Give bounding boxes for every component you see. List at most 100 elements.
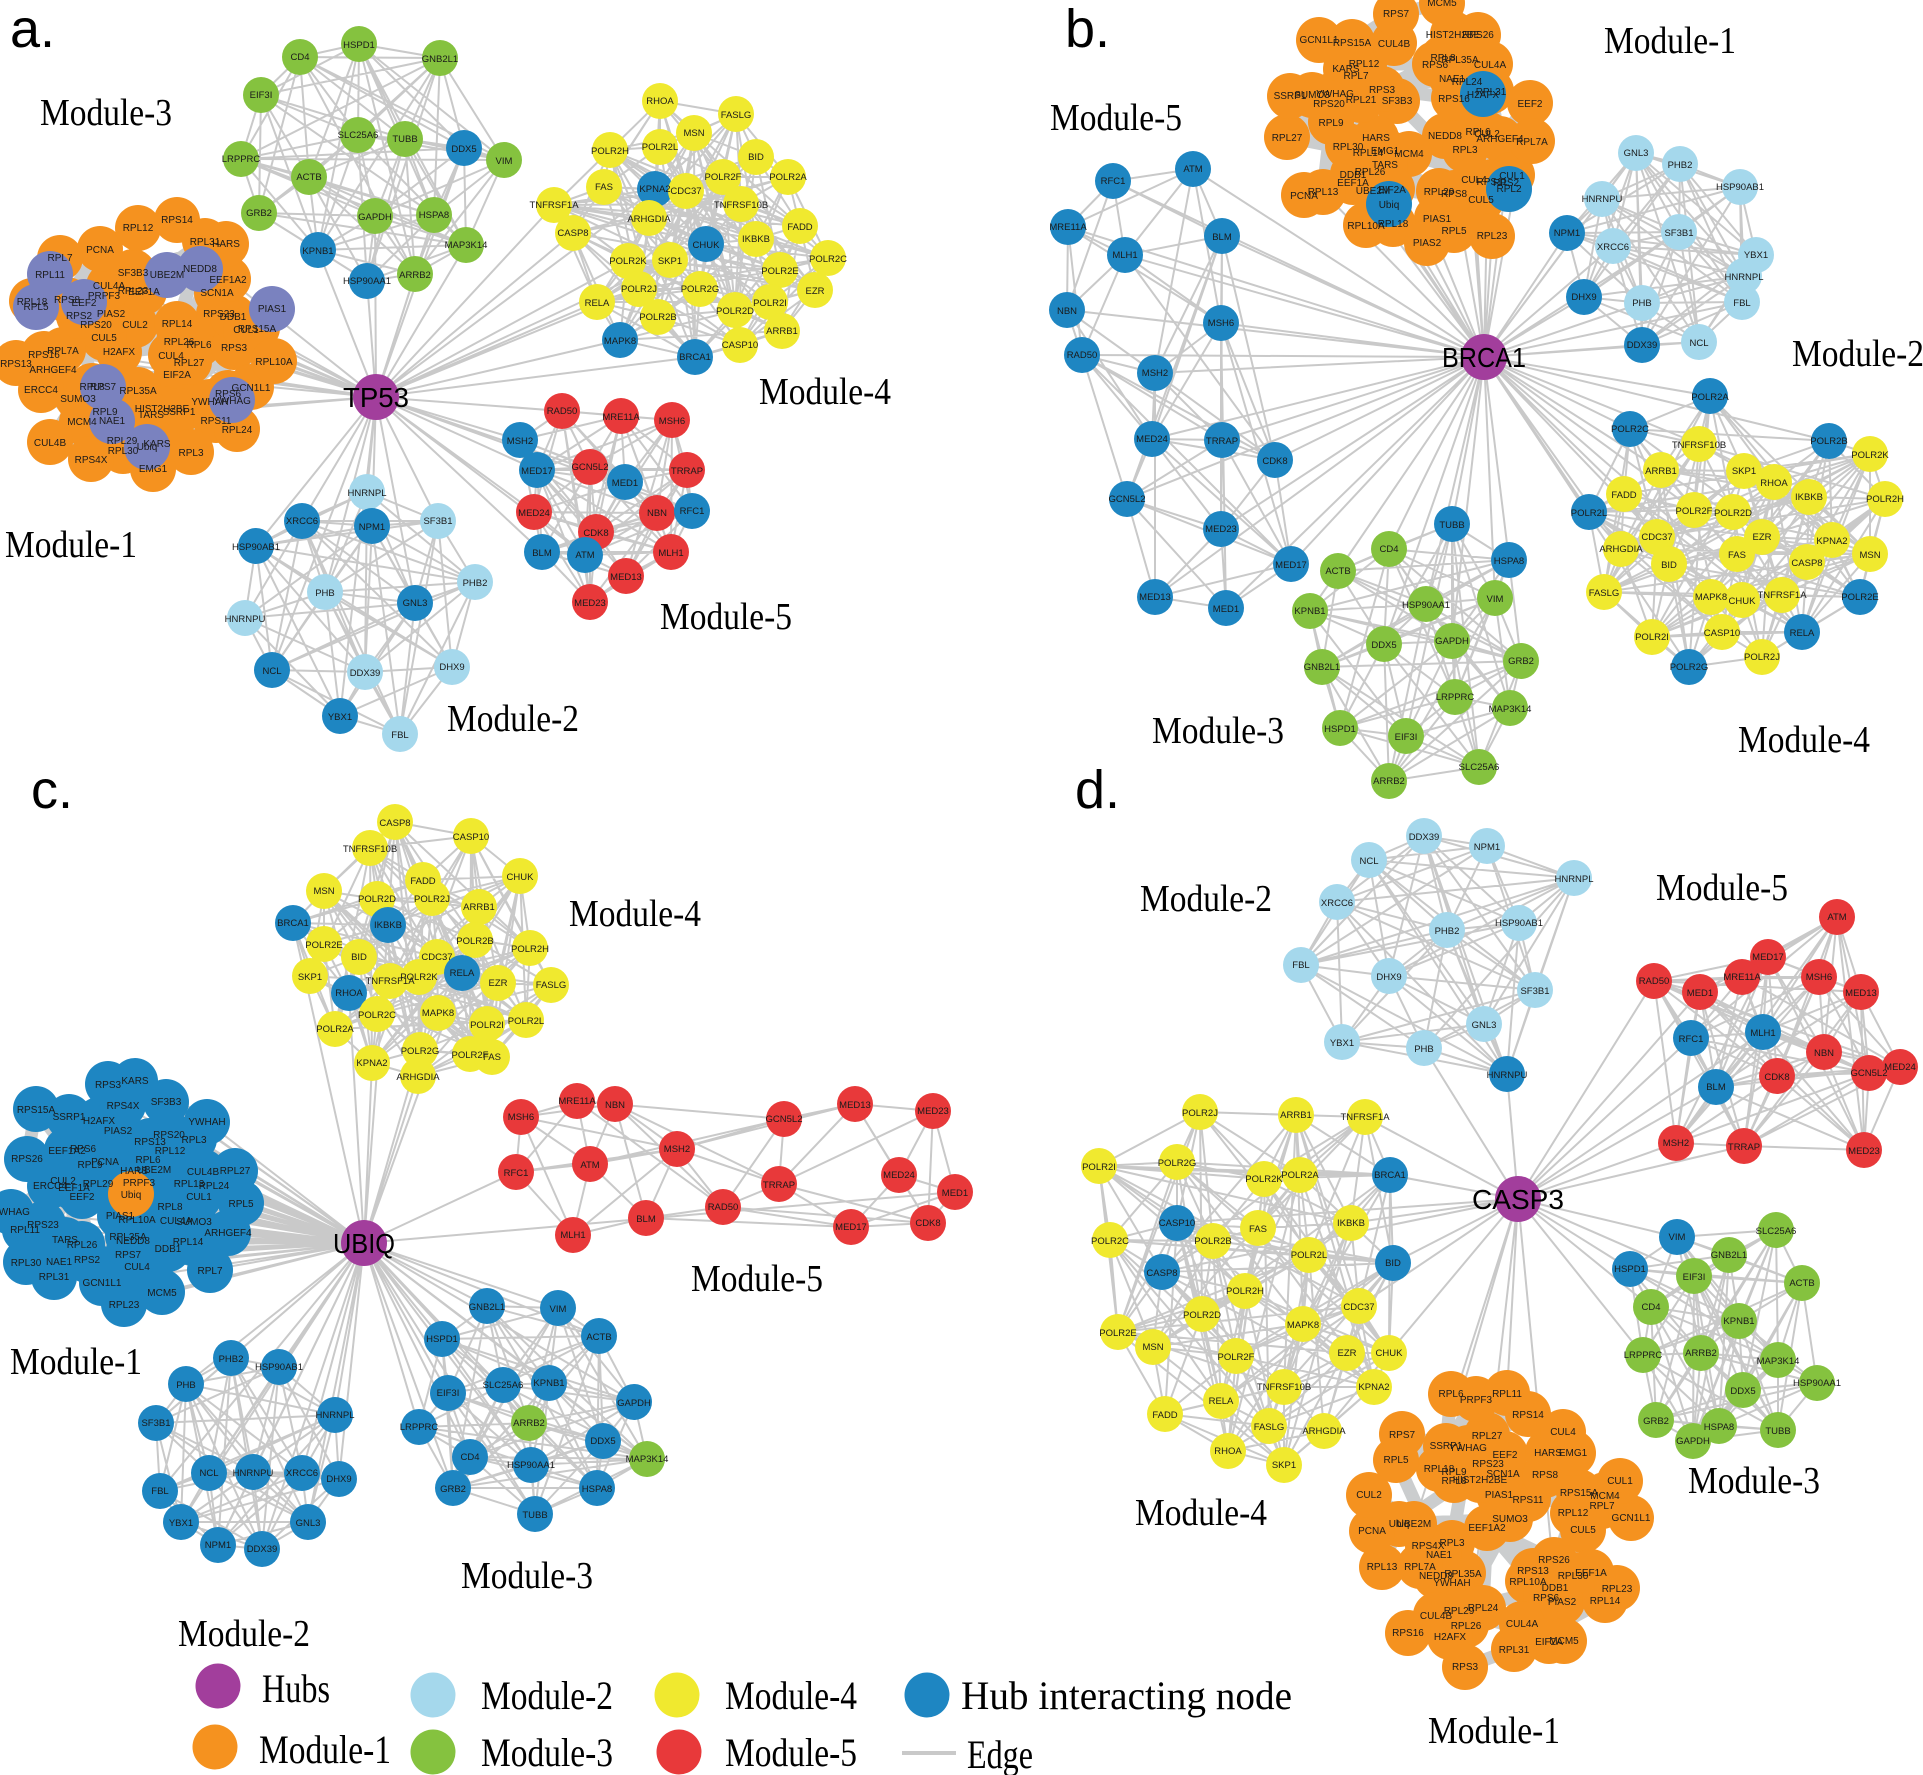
- svg-text:POLR2I: POLR2I: [1082, 1162, 1116, 1173]
- svg-text:POLR2C: POLR2C: [1091, 1236, 1129, 1247]
- svg-text:Hubs: Hubs: [262, 1666, 330, 1711]
- svg-text:MED24: MED24: [1884, 1062, 1916, 1073]
- svg-text:POLR2B: POLR2B: [1194, 1236, 1232, 1247]
- svg-text:KPNA2: KPNA2: [1358, 1382, 1389, 1393]
- svg-text:YBX1: YBX1: [169, 1518, 193, 1529]
- svg-text:POLR2G: POLR2G: [401, 1046, 440, 1057]
- svg-text:RPL6: RPL6: [1465, 127, 1490, 138]
- svg-text:RPL24: RPL24: [1452, 77, 1483, 88]
- svg-text:SSRP1: SSRP1: [163, 407, 196, 418]
- svg-text:RPS3: RPS3: [95, 1080, 122, 1091]
- svg-text:GAPDH: GAPDH: [1435, 636, 1469, 647]
- svg-text:PIAS2: PIAS2: [1413, 238, 1442, 249]
- svg-text:Ubiq: Ubiq: [137, 442, 158, 453]
- svg-text:PCNA: PCNA: [91, 1157, 119, 1168]
- svg-text:CUL5: CUL5: [91, 333, 117, 344]
- svg-text:BRCA1: BRCA1: [679, 352, 711, 363]
- svg-text:TARS: TARS: [52, 1235, 78, 1246]
- svg-text:HSP90AB1: HSP90AB1: [1716, 182, 1764, 193]
- svg-text:BRCA1: BRCA1: [277, 918, 309, 929]
- svg-text:SCN1A: SCN1A: [1486, 1469, 1520, 1480]
- svg-text:RPL7: RPL7: [1589, 1501, 1614, 1512]
- svg-text:RAD50: RAD50: [708, 1202, 739, 1213]
- svg-text:SUMO3: SUMO3: [1294, 90, 1330, 101]
- svg-text:PHB2: PHB2: [1435, 926, 1460, 937]
- svg-text:MED13: MED13: [1139, 592, 1171, 603]
- svg-text:RPS2: RPS2: [74, 1255, 101, 1266]
- svg-text:CUL4A: CUL4A: [1474, 60, 1507, 71]
- svg-text:POLR2J: POLR2J: [1182, 1108, 1218, 1119]
- svg-text:RPS15A: RPS15A: [1333, 38, 1372, 49]
- svg-text:Module-1: Module-1: [1428, 1710, 1560, 1752]
- svg-text:RPL12: RPL12: [1349, 59, 1380, 70]
- svg-text:PIAS1: PIAS1: [1485, 1490, 1514, 1501]
- svg-text:MLH1: MLH1: [658, 548, 683, 559]
- svg-text:HNRNPL: HNRNPL: [347, 488, 386, 499]
- svg-text:EMG1: EMG1: [139, 464, 168, 475]
- svg-text:NPM1: NPM1: [1474, 842, 1500, 853]
- svg-text:RHOA: RHOA: [1760, 478, 1788, 489]
- svg-text:NEDD8: NEDD8: [1428, 131, 1462, 142]
- svg-text:RPL18: RPL18: [1378, 219, 1409, 230]
- svg-text:RPL26: RPL26: [1451, 1621, 1482, 1632]
- svg-text:RPS15A: RPS15A: [238, 324, 277, 335]
- svg-text:Module-4: Module-4: [1135, 1492, 1267, 1534]
- svg-text:POLR2H: POLR2H: [511, 944, 549, 955]
- svg-text:RPL31: RPL31: [39, 1272, 70, 1283]
- svg-text:PHB: PHB: [1414, 1044, 1434, 1055]
- svg-text:RPL9: RPL9: [77, 1160, 102, 1171]
- svg-text:CDC37: CDC37: [1343, 1302, 1374, 1313]
- svg-text:POLR2F: POLR2F: [705, 172, 742, 183]
- svg-text:ATM: ATM: [580, 1160, 599, 1171]
- svg-text:RPS20: RPS20: [1313, 99, 1345, 110]
- svg-text:UBE2M: UBE2M: [150, 270, 184, 281]
- svg-text:MCM4: MCM4: [1394, 149, 1424, 160]
- svg-text:RPL7: RPL7: [197, 1266, 222, 1277]
- svg-text:Module-2: Module-2: [1792, 333, 1923, 375]
- svg-text:RPL7A: RPL7A: [1516, 137, 1548, 148]
- svg-text:MRE11A: MRE11A: [1723, 972, 1761, 983]
- svg-text:POLR2F: POLR2F: [452, 1050, 489, 1061]
- svg-text:KPNA2: KPNA2: [1816, 536, 1847, 547]
- svg-text:Ubiq: Ubiq: [1389, 1519, 1410, 1530]
- svg-text:DDX5: DDX5: [451, 144, 476, 155]
- svg-text:RPL18: RPL18: [17, 297, 48, 308]
- svg-text:RAD50: RAD50: [547, 406, 578, 417]
- svg-text:PHB2: PHB2: [1668, 160, 1693, 171]
- svg-text:EEF1A2: EEF1A2: [209, 275, 247, 286]
- svg-text:NEDD8: NEDD8: [1419, 1571, 1453, 1582]
- svg-text:RPL8: RPL8: [1430, 53, 1455, 64]
- svg-text:FADD: FADD: [787, 222, 812, 233]
- svg-text:RPL8: RPL8: [157, 1202, 182, 1213]
- svg-text:DHX9: DHX9: [326, 1474, 351, 1485]
- svg-text:ERCC4: ERCC4: [33, 1181, 67, 1192]
- svg-text:CHUK: CHUK: [1376, 1348, 1404, 1359]
- svg-text:RELA: RELA: [585, 298, 610, 309]
- svg-text:RPL26: RPL26: [1355, 167, 1386, 178]
- svg-text:POLR2I: POLR2I: [753, 298, 787, 309]
- svg-text:GNB2L1: GNB2L1: [1711, 1250, 1747, 1261]
- svg-text:RPS15A: RPS15A: [17, 1105, 56, 1116]
- svg-text:RPL10A: RPL10A: [1347, 221, 1385, 232]
- svg-text:SSRP1: SSRP1: [1274, 91, 1307, 102]
- svg-text:FADD: FADD: [1611, 490, 1636, 501]
- svg-text:RPL35A: RPL35A: [1441, 55, 1479, 66]
- svg-text:SF3B3: SF3B3: [151, 1097, 182, 1108]
- svg-text:Module-2: Module-2: [178, 1613, 310, 1655]
- svg-text:CDC37: CDC37: [670, 186, 701, 197]
- svg-text:EEF1A: EEF1A: [128, 287, 160, 298]
- svg-text:EIF3I: EIF3I: [437, 1388, 460, 1399]
- svg-text:RPL30: RPL30: [108, 446, 139, 457]
- svg-text:POLR2L: POLR2L: [1291, 1250, 1327, 1261]
- svg-text:RPL13: RPL13: [1308, 187, 1339, 198]
- svg-text:Module-3: Module-3: [481, 1730, 613, 1775]
- svg-text:YWHAH: YWHAH: [191, 397, 228, 408]
- svg-text:HNRNPU: HNRNPU: [1582, 194, 1623, 205]
- svg-text:RPS8: RPS8: [1532, 1470, 1559, 1481]
- svg-text:NBN: NBN: [1814, 1048, 1834, 1059]
- svg-text:RPS3: RPS3: [1452, 1662, 1479, 1673]
- svg-text:POLR2K: POLR2K: [400, 972, 438, 983]
- svg-text:ARRB1: ARRB1: [1280, 1110, 1312, 1121]
- svg-text:CASP10: CASP10: [1704, 628, 1740, 639]
- svg-text:PIAS1: PIAS1: [106, 1211, 135, 1222]
